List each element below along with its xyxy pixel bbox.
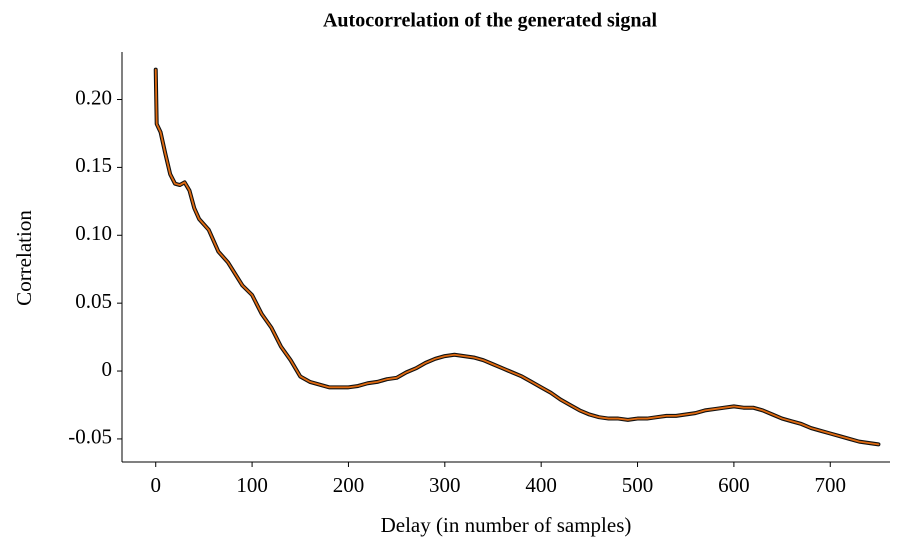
x-tick-label: 300: [429, 473, 461, 497]
chart-title: Autocorrelation of the generated signal: [323, 10, 657, 32]
x-tick-label: 700: [815, 473, 847, 497]
x-tick-label: 200: [333, 473, 365, 497]
x-tick-label: 400: [525, 473, 557, 497]
x-tick-label: 600: [718, 473, 750, 497]
y-tick-label: 0.20: [75, 85, 112, 109]
line-outline: [153, 67, 881, 447]
y-tick-label: 0.05: [75, 289, 112, 313]
x-axis-label: Delay (in number of samples): [381, 513, 632, 537]
x-tick-label: 100: [236, 473, 268, 497]
line: [154, 68, 880, 446]
x-tick-label: 0: [150, 473, 161, 497]
y-tick-label: 0.15: [75, 153, 112, 177]
y-tick-label: 0.10: [75, 221, 112, 245]
y-tick-label: -0.05: [68, 425, 112, 449]
y-tick-label: 0: [102, 357, 113, 381]
y-axis-label: Correlation: [12, 210, 36, 306]
x-tick-label: 500: [622, 473, 654, 497]
